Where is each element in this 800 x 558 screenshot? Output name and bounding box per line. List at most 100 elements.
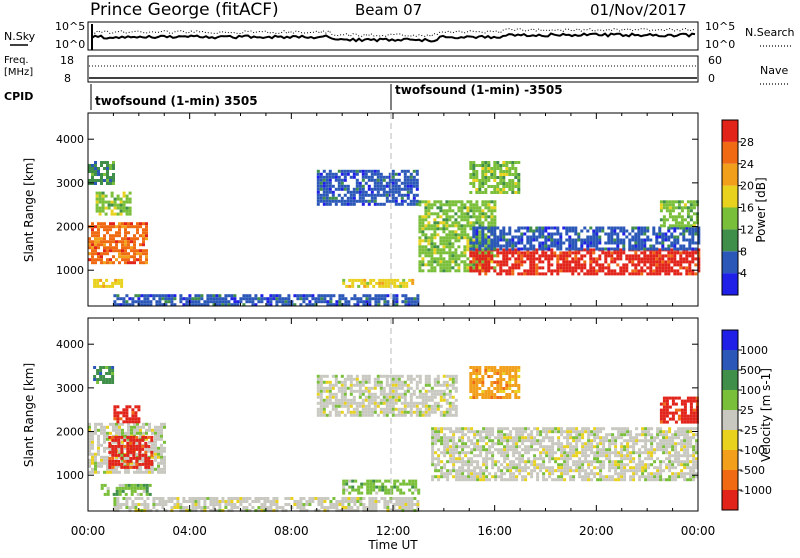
- scatter-cell: [437, 460, 440, 463]
- scatter-cell: [634, 248, 637, 251]
- scatter-cell: [532, 263, 535, 266]
- scatter-cell: [530, 460, 533, 463]
- scatter-cell: [445, 212, 448, 215]
- scatter-cell: [96, 372, 99, 375]
- scatter-cell: [571, 230, 574, 233]
- scatter-cell: [108, 460, 111, 463]
- scatter-cell: [353, 399, 356, 402]
- scatter-cell: [445, 260, 448, 263]
- scatter-cell: [679, 254, 682, 257]
- scatter-cell: [105, 195, 108, 198]
- scatter-cell: [142, 423, 145, 426]
- scatter-cell: [401, 197, 404, 200]
- scatter-cell: [566, 460, 569, 463]
- scatter-cell: [614, 445, 617, 448]
- scatter-cell: [416, 414, 419, 417]
- scatter-cell: [691, 230, 694, 233]
- scatter-cell: [230, 503, 233, 506]
- scatter-cell: [658, 230, 661, 233]
- scatter-cell: [481, 179, 484, 182]
- scatter-cell: [374, 497, 377, 500]
- scatter-cell: [661, 239, 664, 242]
- scatter-cell: [487, 230, 490, 233]
- scatter-cell: [368, 387, 371, 390]
- scatter-cell: [365, 297, 368, 300]
- scatter-cell: [254, 294, 257, 297]
- scatter-cell: [500, 430, 503, 433]
- cpid-program-1: twofsound (1-min) 3505: [95, 94, 258, 108]
- scatter-cell: [97, 423, 100, 426]
- scatter-cell: [691, 236, 694, 239]
- scatter-cell: [554, 427, 557, 430]
- scatter-cell: [424, 239, 427, 242]
- scatter-cell: [123, 210, 126, 213]
- scatter-cell: [446, 451, 449, 454]
- scatter-cell: [160, 429, 163, 432]
- scatter-cell: [97, 471, 100, 474]
- scatter-cell: [362, 191, 365, 194]
- scatter-cell: [454, 260, 457, 263]
- scatter-cell: [170, 497, 173, 500]
- scatter-cell: [427, 251, 430, 254]
- scatter-cell: [584, 442, 587, 445]
- scatter-cell: [97, 465, 100, 468]
- scatter-cell: [530, 442, 533, 445]
- scatter-cell: [508, 257, 511, 260]
- scatter-cell: [578, 463, 581, 466]
- scatter-cell: [136, 249, 139, 252]
- scatter-cell: [493, 239, 496, 242]
- scatter-cell: [97, 258, 100, 261]
- scatter-cell: [511, 245, 514, 248]
- scatter-cell: [127, 240, 130, 243]
- scatter-cell: [421, 215, 424, 218]
- scatter-cell: [476, 448, 479, 451]
- scatter-cell: [410, 399, 413, 402]
- scatter-cell: [139, 255, 142, 258]
- scatter-cell: [272, 497, 275, 500]
- scatter-cell: [575, 466, 578, 469]
- scatter-cell: [99, 195, 102, 198]
- scatter-cell: [455, 451, 458, 454]
- scatter-cell: [484, 233, 487, 236]
- scatter-cell: [356, 390, 359, 393]
- scatter-cell: [660, 203, 663, 206]
- scatter-cell: [113, 411, 116, 414]
- scatter-cell: [100, 261, 103, 264]
- scatter-cell: [472, 179, 475, 182]
- scatter-cell: [371, 179, 374, 182]
- scatter-cell: [144, 466, 147, 469]
- scatter-cell: [449, 439, 452, 442]
- scatter-cell: [451, 260, 454, 263]
- scatter-cell: [386, 197, 389, 200]
- scatter-cell: [658, 263, 661, 266]
- scatter-cell: [112, 182, 115, 185]
- scatter-cell: [317, 381, 320, 384]
- scatter-cell: [374, 393, 377, 396]
- scatter-cell: [329, 185, 332, 188]
- scatter-cell: [448, 218, 451, 221]
- scatter-cell: [131, 500, 134, 503]
- scatter-cell: [236, 500, 239, 503]
- scatter-cell: [115, 258, 118, 261]
- scatter-cell: [431, 460, 434, 463]
- scatter-cell: [320, 297, 323, 300]
- scatter-cell: [362, 503, 365, 506]
- scatter-cell: [470, 469, 473, 472]
- scatter-cell: [362, 176, 365, 179]
- scatter-cell: [404, 384, 407, 387]
- scatter-cell: [335, 405, 338, 408]
- scatter-cell: [502, 188, 505, 191]
- scatter-cell: [431, 445, 434, 448]
- scatter-cell: [182, 497, 185, 500]
- scatter-cell: [404, 381, 407, 384]
- scatter-cell: [230, 294, 233, 297]
- scatter-cell: [506, 445, 509, 448]
- scatter-cell: [299, 506, 302, 509]
- scatter-cell: [551, 457, 554, 460]
- scatter-cell: [227, 294, 230, 297]
- scatter-cell: [690, 218, 693, 221]
- scatter-cell: [460, 200, 463, 203]
- scatter-cell: [326, 188, 329, 191]
- scatter-cell: [568, 242, 571, 245]
- scatter-cell: [148, 426, 151, 429]
